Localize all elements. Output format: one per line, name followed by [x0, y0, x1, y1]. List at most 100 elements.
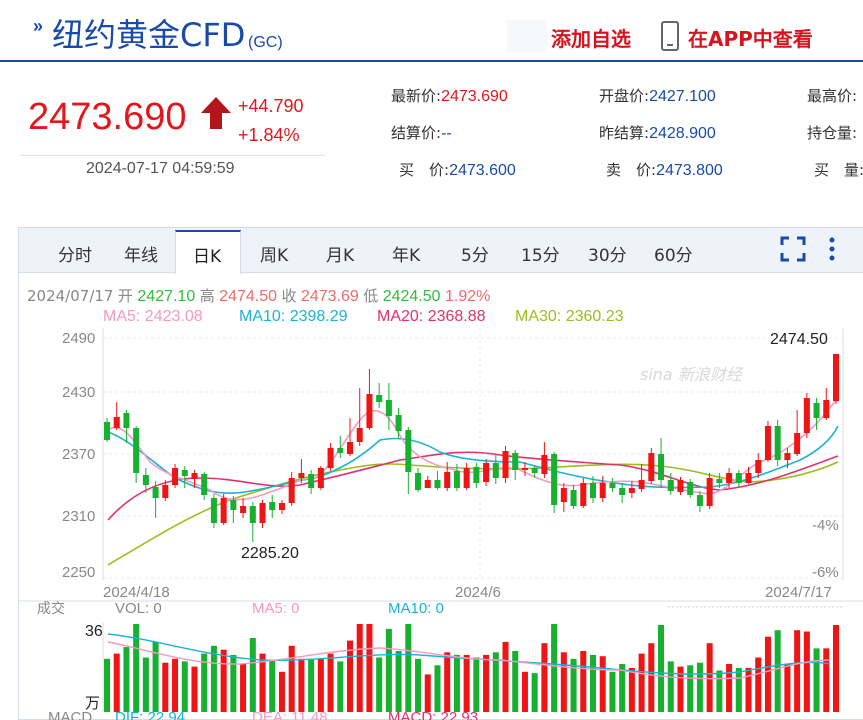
- volume-bar: [667, 661, 674, 712]
- volume-bar: [424, 674, 431, 712]
- fullscreen-icon[interactable]: [780, 236, 806, 262]
- tab-daily-k[interactable]: 日K: [193, 247, 222, 267]
- candle-body: [726, 473, 733, 483]
- ohlc-readout: 2024/07/17 开 2427.10 高 2474.50 收 2473.69…: [27, 287, 491, 305]
- candle-body: [794, 433, 801, 454]
- candle-body: [521, 468, 528, 470]
- volume-bar: [599, 656, 606, 712]
- view-in-app-button[interactable]: 在APP中查看: [688, 27, 813, 51]
- volume-bar: [133, 624, 140, 712]
- candle-body: [113, 417, 120, 428]
- vol-unit: 万: [85, 694, 100, 712]
- volume-bar: [142, 657, 149, 712]
- volume-bar: [356, 624, 363, 712]
- tab-15min[interactable]: 15分: [521, 246, 560, 266]
- volume-bar: [628, 667, 635, 712]
- tab-30min[interactable]: 30分: [588, 246, 627, 266]
- vol-axis-top: 36: [85, 623, 103, 640]
- volume-bar: [123, 647, 130, 712]
- candle-body: [405, 430, 412, 472]
- candle-body: [551, 454, 558, 505]
- volume-bar: [376, 657, 383, 712]
- candle-body: [609, 483, 616, 488]
- candle-body: [346, 442, 354, 454]
- date-tick: 2024/4/18: [103, 584, 170, 601]
- candle-body: [619, 488, 626, 495]
- candle-body: [308, 474, 315, 488]
- volume-bar: [521, 671, 528, 712]
- volume-bar: [463, 654, 470, 712]
- volume-bar: [230, 654, 237, 712]
- field-bid: 买 价:2473.600: [399, 161, 516, 179]
- pct-tick: -6%: [812, 564, 839, 581]
- candles: [103, 354, 840, 542]
- volume-title: 成交: [37, 600, 65, 617]
- candle-body: [152, 487, 159, 498]
- field-prev-settle: 昨结算:2428.900: [599, 124, 716, 142]
- tab-weekly-k[interactable]: 周K: [260, 246, 289, 266]
- tab-60min[interactable]: 60分: [654, 246, 693, 266]
- tab-5min[interactable]: 5分: [461, 246, 489, 266]
- vol-label: VOL: 0: [115, 600, 162, 617]
- volume-bar: [745, 667, 752, 712]
- min-price-annotation: 2285.20: [241, 545, 299, 562]
- candle-body: [288, 478, 295, 503]
- volume-bar: [210, 645, 217, 712]
- volume-bar: [172, 658, 179, 712]
- more-options-icon[interactable]: [826, 236, 838, 262]
- candle-body: [589, 483, 597, 498]
- tab-intraday[interactable]: 分时: [58, 246, 92, 266]
- candle-body: [541, 455, 548, 474]
- chart-panel: [18, 227, 863, 720]
- candle-body: [444, 472, 451, 488]
- phone-icon: [661, 21, 679, 51]
- volume-bar: [658, 625, 665, 712]
- period-tabbar: [19, 228, 863, 273]
- volume-bar: [774, 630, 781, 712]
- volume-bar: [677, 666, 684, 712]
- candle-body: [580, 483, 587, 506]
- tab-year-line[interactable]: 年线: [124, 246, 158, 266]
- volume-bar: [726, 664, 733, 712]
- field-bid-volume: 买 量:: [814, 161, 863, 179]
- candle-body: [259, 503, 266, 523]
- candle-body: [716, 479, 723, 483]
- candle-body: [172, 468, 179, 485]
- candle-body: [570, 490, 577, 506]
- candle-body: [230, 500, 237, 510]
- tab-yearly-k[interactable]: 年K: [392, 246, 421, 266]
- candle-body: [492, 463, 499, 478]
- candle-body: [220, 498, 227, 523]
- candle-body: [201, 474, 208, 495]
- macd-title: MACD: [48, 709, 92, 720]
- volume-bar: [191, 666, 198, 712]
- volume-bar: [113, 653, 120, 712]
- volume-bar: [531, 673, 538, 712]
- volume-bar: [434, 665, 441, 712]
- price-tick: 2370: [62, 446, 95, 463]
- macd-dif: DIF: 22.94: [115, 709, 185, 720]
- add-favorite-button[interactable]: 添加自选: [551, 27, 631, 51]
- volume-bar: [638, 653, 645, 712]
- volume-bar: [687, 665, 694, 712]
- candle-body: [774, 426, 781, 460]
- field-ask: 卖 价:2473.800: [606, 161, 723, 179]
- volume-bar: [327, 653, 334, 712]
- volume-bar: [492, 652, 499, 712]
- candle-body: [191, 473, 198, 479]
- change-percent: +1.84%: [238, 125, 300, 145]
- volume-bar: [813, 648, 820, 712]
- watermark-logo: sina 新浪财经: [640, 365, 744, 384]
- ma5-label: MA5: 2423.08: [103, 308, 203, 325]
- volume-bar: [278, 671, 285, 712]
- candle-body: [133, 428, 140, 473]
- vol-ma5-label: MA5: 0: [252, 600, 300, 617]
- volume-bar: [512, 651, 519, 712]
- volume-bar: [395, 651, 402, 712]
- date-tick: 2024/6: [455, 584, 501, 601]
- candle-body: [142, 475, 149, 485]
- ma10-label: MA10: 2398.29: [239, 308, 348, 325]
- volume-bar: [589, 654, 597, 712]
- tab-monthly-k[interactable]: 月K: [326, 246, 355, 266]
